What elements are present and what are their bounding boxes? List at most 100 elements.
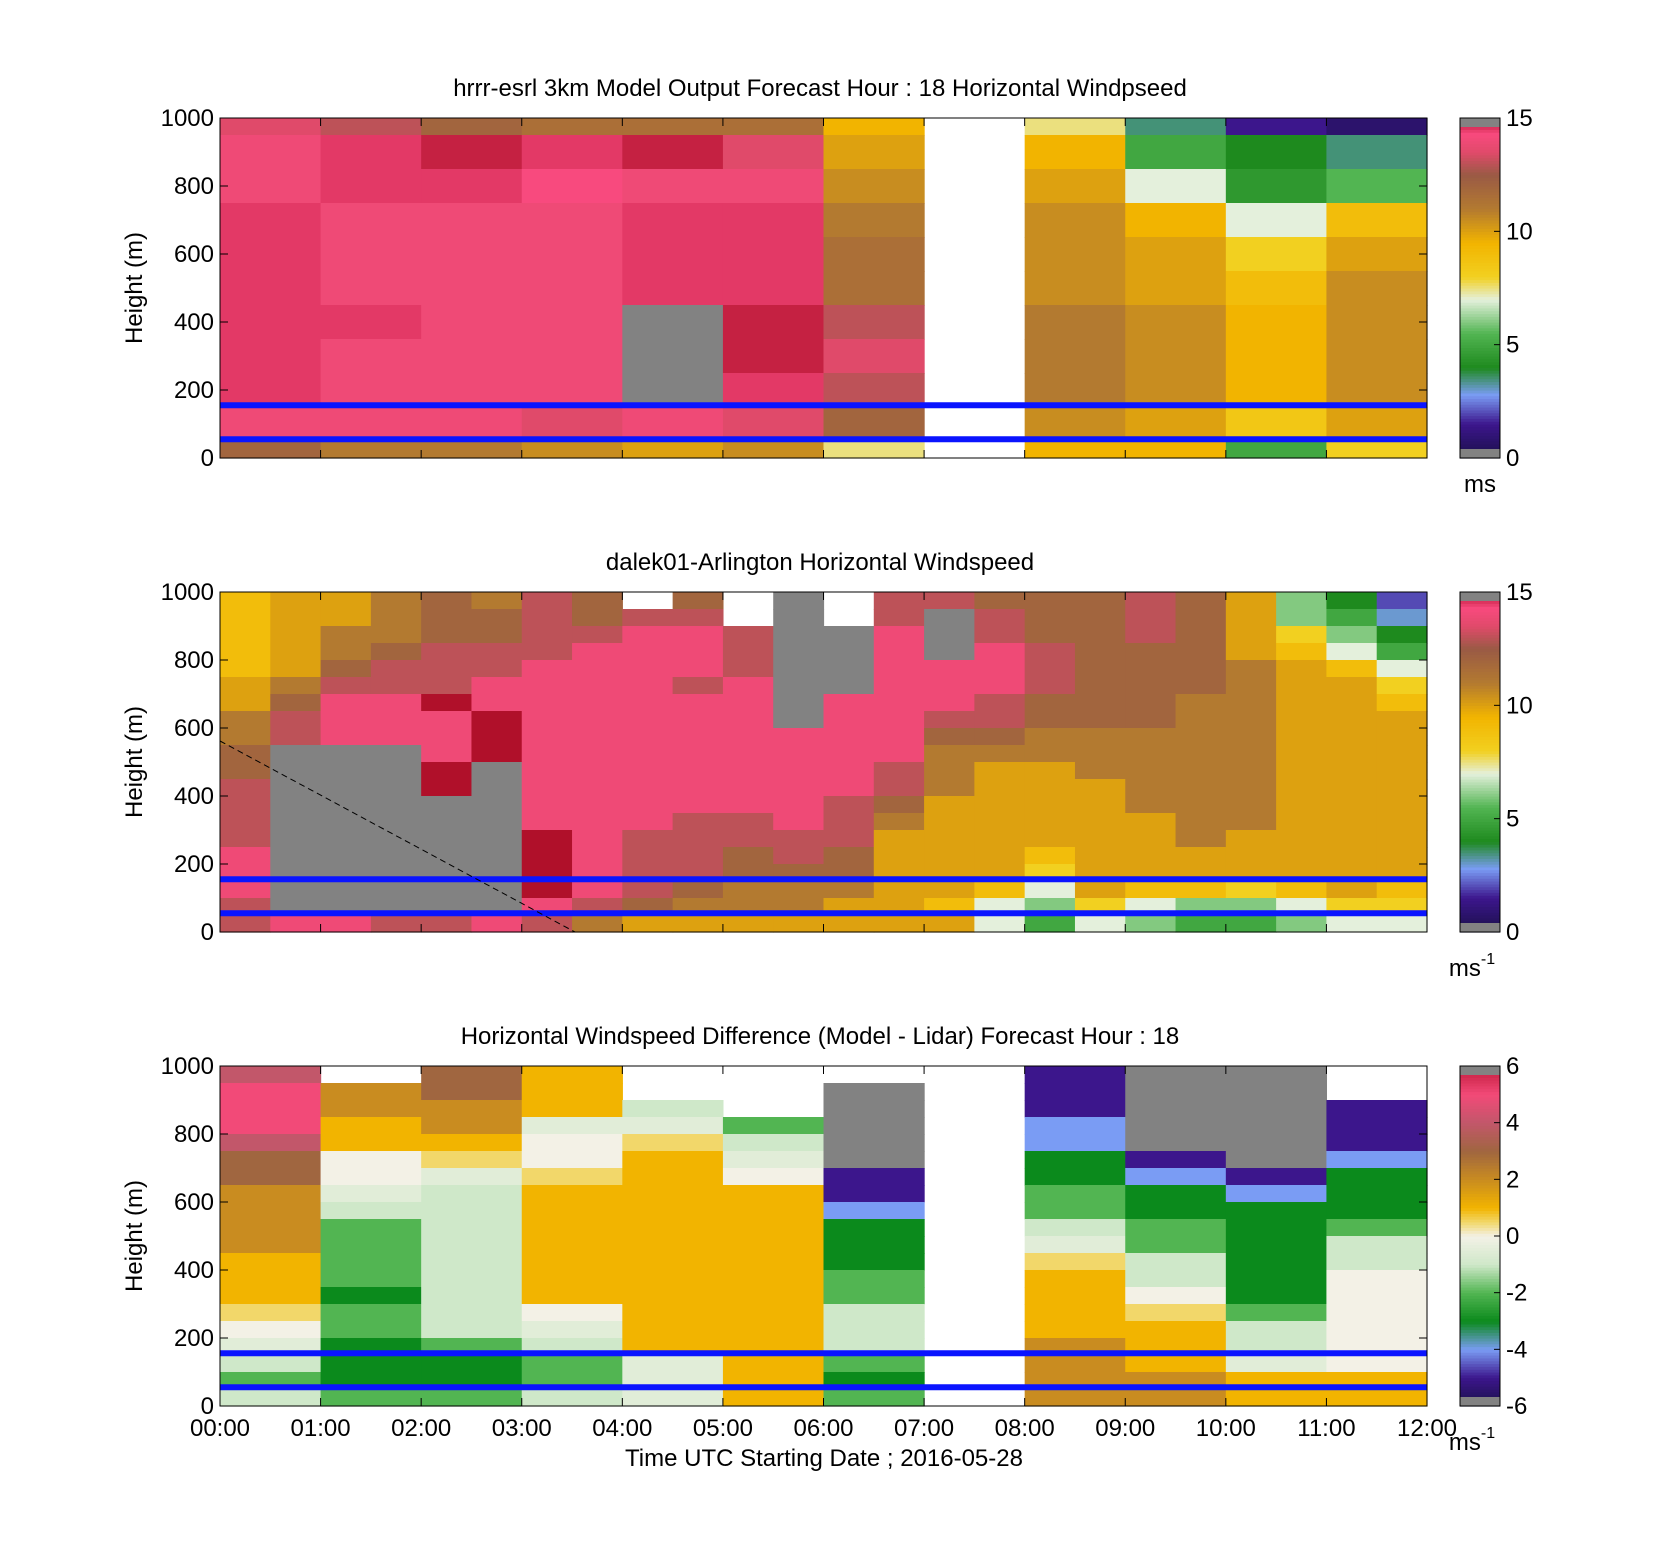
heatmap-cell [823, 881, 875, 899]
colorbar-segment [1460, 903, 1500, 908]
heatmap-cell [220, 1202, 322, 1220]
heatmap-cell [572, 745, 623, 763]
colorbar-segment [1460, 892, 1500, 896]
heatmap-cell [1125, 305, 1227, 340]
colorbar-segment [1460, 875, 1500, 879]
heatmap-cell [220, 1287, 322, 1305]
heatmap-cell [622, 915, 674, 933]
colorbar-segment [1460, 265, 1500, 269]
heatmap-cell [421, 813, 473, 831]
heatmap-cell [622, 1168, 724, 1186]
heatmap-cell [320, 1270, 422, 1288]
heatmap-cell [1225, 135, 1328, 170]
colorbar-segment [1460, 1083, 1500, 1087]
colorbar-segment [1460, 611, 1500, 616]
heatmap-cell [1024, 1219, 1126, 1237]
heatmap-cell [722, 1253, 825, 1271]
colorbar-segment [1460, 798, 1500, 803]
heatmap-cell [873, 660, 925, 678]
colorbar-segment [1460, 324, 1500, 329]
colorbar-segment [1460, 373, 1500, 377]
heatmap-cell [421, 1321, 523, 1339]
heatmap-cell [421, 1066, 523, 1084]
heatmap-cell [924, 694, 975, 712]
heatmap-cell [773, 643, 825, 661]
panel-difference-ref-lines [220, 1350, 1427, 1391]
colorbar-segment [1460, 143, 1500, 147]
colorbar-segment [1460, 1372, 1500, 1376]
heatmap-cell [421, 1100, 523, 1118]
heatmap-cell [1125, 813, 1177, 831]
x-tick-label: 08:00 [995, 1415, 1055, 1442]
colorbar-segment [1460, 367, 1500, 371]
heatmap-cell [1024, 1185, 1126, 1203]
heatmap-cell [672, 745, 724, 763]
colorbar-segment [1460, 671, 1500, 675]
heatmap-cell [1125, 694, 1177, 712]
heatmap-cell [521, 305, 623, 340]
heatmap-cell [421, 1253, 523, 1271]
heatmap-cell [974, 796, 1026, 814]
heatmap-cell [320, 1185, 422, 1203]
heatmap-cell [622, 1202, 724, 1220]
heatmap-cell [722, 745, 774, 763]
heatmap-cell [521, 660, 573, 678]
heatmap-cell [421, 1219, 523, 1237]
heatmap-cell [823, 745, 875, 763]
heatmap-cell [320, 441, 422, 459]
heatmap-cell [823, 830, 875, 848]
heatmap-cell [773, 915, 825, 933]
heatmap-cell [924, 881, 975, 899]
heatmap-cell [1125, 643, 1177, 661]
heatmap-cell [622, 694, 674, 712]
colorbar-segment [1460, 764, 1500, 769]
heatmap-cell [672, 728, 724, 746]
colorbar-segment [1460, 1391, 1500, 1396]
heatmap-cell [1225, 609, 1277, 627]
colorbar-segment [1460, 779, 1500, 783]
heatmap-cell [220, 169, 322, 204]
heatmap-cell [1276, 881, 1328, 899]
heatmap-cell [1125, 1100, 1227, 1118]
heatmap-cell [1024, 881, 1076, 899]
colorbar-segment [1460, 725, 1500, 729]
heatmap-cell [421, 169, 523, 204]
colorbar-segment [1460, 200, 1500, 204]
heatmap-cell [521, 441, 623, 459]
heatmap-cell [823, 373, 925, 408]
heatmap-cell [722, 1151, 825, 1169]
heatmap-cell [1225, 745, 1277, 763]
heatmap-cell [421, 1117, 523, 1135]
heatmap-cell [622, 1304, 724, 1322]
y-tick-label: 0 [201, 445, 214, 472]
colorbar-segment [1460, 1080, 1500, 1084]
heatmap-cell [320, 745, 372, 763]
colorbar-segment [1460, 191, 1500, 196]
colorbar-segment [1460, 1185, 1500, 1189]
colorbar-segment [1460, 1383, 1500, 1387]
colorbar-segment [1460, 1134, 1500, 1138]
heatmap-cell [974, 694, 1026, 712]
heatmap-cell [1074, 643, 1126, 661]
heatmap-cell [572, 677, 623, 695]
colorbar-segment [1460, 157, 1500, 162]
heatmap-cell [320, 203, 422, 238]
heatmap-cell [421, 1304, 523, 1322]
colorbar-segment [1460, 1074, 1500, 1078]
heatmap-cell [722, 1168, 825, 1186]
heatmap-cell [873, 609, 925, 627]
heatmap-cell [924, 745, 975, 763]
heatmap-cell [270, 728, 322, 746]
heatmap-cell [1125, 237, 1227, 272]
heatmap-cell [722, 441, 825, 459]
heatmap-cell [672, 881, 724, 899]
colorbar-segment [1460, 220, 1500, 224]
heatmap-cell [823, 1100, 925, 1118]
heatmap-cell [572, 643, 623, 661]
heatmap-cell [1125, 881, 1177, 899]
colorbar-segment [1460, 648, 1500, 653]
heatmap-cell [1225, 1117, 1328, 1135]
heatmap-cell [974, 609, 1026, 627]
colorbar-segment [1460, 855, 1500, 859]
heatmap-cell [521, 1100, 623, 1118]
